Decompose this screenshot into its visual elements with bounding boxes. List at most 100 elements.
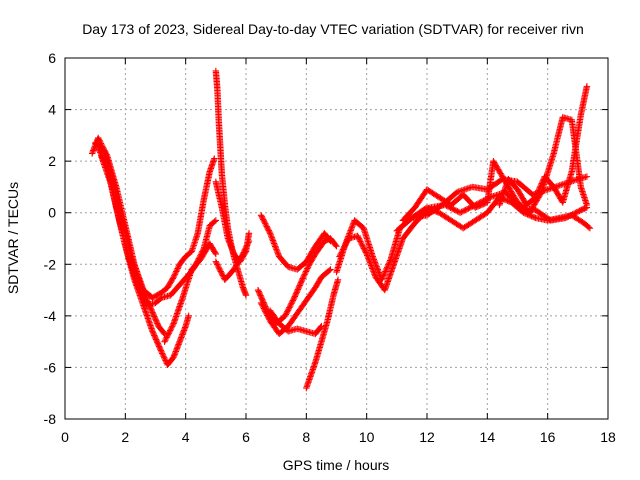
data-point-marker — [537, 183, 544, 190]
data-point-marker — [155, 343, 163, 350]
data-point-marker — [137, 288, 144, 295]
data-point-marker — [96, 137, 103, 144]
data-point-marker — [173, 266, 181, 274]
data-point-marker — [347, 227, 354, 234]
data-point-marker — [451, 206, 458, 214]
y-tick-label: 0 — [48, 205, 56, 221]
data-point-marker — [262, 221, 270, 229]
series-arc-4 — [98, 152, 220, 309]
data-point-marker — [239, 250, 247, 258]
data-point-marker — [139, 294, 147, 301]
x-tick-label: 2 — [121, 429, 129, 445]
data-point-marker — [154, 340, 162, 347]
data-point-marker — [256, 289, 263, 297]
data-point-marker — [214, 261, 221, 268]
data-point-marker — [360, 245, 368, 252]
data-point-marker — [148, 306, 155, 313]
data-point-marker — [268, 234, 276, 241]
data-point-marker — [290, 295, 297, 303]
data-point-marker — [262, 220, 269, 227]
data-point-marker — [273, 246, 280, 253]
data-point-marker — [270, 238, 277, 246]
data-point-marker — [137, 289, 145, 297]
data-point-marker — [267, 231, 274, 238]
y-tick-label: -4 — [44, 308, 57, 324]
data-point-marker — [333, 243, 340, 250]
data-point-marker — [367, 262, 375, 269]
data-point-marker — [462, 206, 469, 214]
data-point-marker — [284, 308, 291, 315]
series-arc-10 — [257, 266, 334, 338]
data-point-marker — [268, 233, 275, 240]
data-point-marker — [292, 290, 300, 297]
data-point-marker — [339, 247, 346, 255]
chart-title: Day 173 of 2023, Sidereal Day-to-day VTE… — [82, 21, 584, 37]
data-point-marker — [151, 313, 158, 320]
series-arc-18 — [496, 83, 591, 209]
data-point-marker — [164, 331, 172, 338]
data-point-marker — [266, 230, 274, 237]
data-point-marker — [370, 269, 378, 277]
data-point-marker — [262, 304, 270, 312]
data-point-marker — [466, 204, 473, 211]
data-point-marker — [164, 332, 171, 340]
data-point-marker — [166, 327, 174, 334]
data-point-marker — [297, 279, 305, 286]
data-point-marker — [273, 247, 281, 254]
data-point-marker — [240, 249, 247, 256]
data-point-marker — [337, 250, 345, 257]
data-point-marker — [139, 292, 146, 300]
data-point-marker — [361, 246, 368, 254]
data-point-marker — [149, 310, 157, 317]
data-point-marker — [259, 216, 267, 223]
data-point-marker — [539, 178, 546, 186]
x-tick-label: 0 — [61, 429, 69, 445]
data-point-marker — [245, 239, 252, 246]
data-point-marker — [160, 353, 167, 360]
data-point-marker — [337, 251, 344, 259]
data-point-marker — [171, 272, 178, 279]
data-point-marker — [218, 269, 225, 277]
data-point-marker — [354, 232, 361, 240]
data-point-marker — [242, 245, 249, 252]
data-point-marker — [165, 330, 172, 337]
data-point-marker — [291, 293, 299, 300]
data-point-marker — [286, 304, 293, 311]
data-point-marker — [173, 268, 180, 275]
data-point-marker — [382, 266, 390, 274]
tick-layer: 0 2 4 6 8 10 12 14 16 18 -8 -6 -4 -2 0 2 4 6 — [44, 50, 616, 445]
data-point-marker — [152, 317, 160, 324]
data-point-marker — [264, 225, 272, 233]
data-point-marker — [170, 273, 177, 281]
data-point-marker — [363, 250, 370, 258]
data-point-marker — [154, 339, 161, 346]
data-point-marker — [217, 268, 224, 275]
data-point-marker — [161, 338, 168, 345]
data-point-marker — [157, 346, 164, 353]
data-point-marker — [465, 205, 472, 212]
data-point-marker — [357, 238, 364, 245]
data-point-marker — [159, 351, 167, 359]
data-point-marker — [150, 330, 157, 338]
data-point-marker — [212, 217, 220, 224]
data-point-marker — [259, 297, 267, 305]
data-point-marker — [366, 258, 373, 265]
data-point-marker — [536, 185, 543, 193]
data-point-marker — [239, 252, 246, 259]
data-point-marker — [300, 272, 308, 279]
data-point-marker — [262, 303, 269, 310]
data-point-marker — [151, 314, 159, 322]
series-arc-17 — [399, 114, 591, 224]
data-point-marker — [368, 263, 375, 271]
data-point-marker — [155, 341, 162, 349]
data-point-marker — [461, 207, 468, 214]
data-point-marker — [537, 181, 545, 189]
data-point-marker — [271, 241, 278, 249]
data-point-marker — [211, 218, 218, 225]
data-point-marker — [157, 347, 165, 354]
data-point-marker — [284, 307, 292, 314]
data-point-marker — [340, 245, 347, 252]
data-point-marker — [94, 134, 102, 142]
data-point-marker — [342, 240, 349, 248]
data-point-marker — [254, 286, 262, 294]
